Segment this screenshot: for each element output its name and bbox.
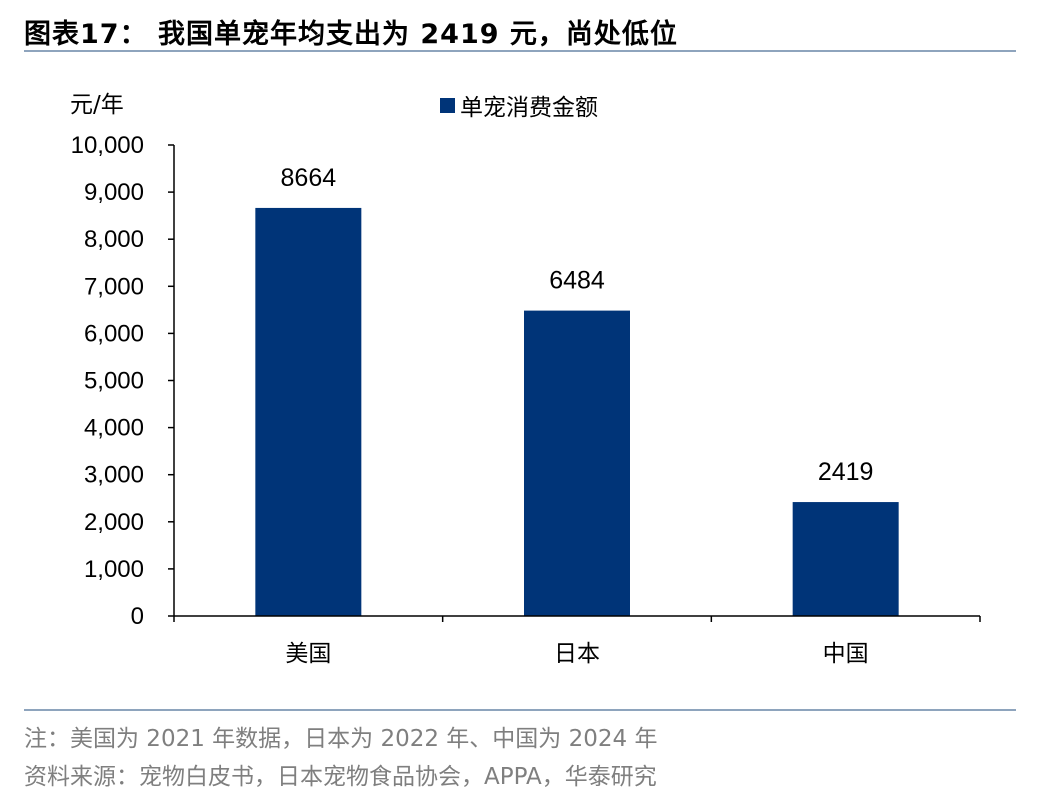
bar-chart: 元/年 单宠消费金额 0 1,000 2,000 3,000 4,000 5,000 6,0… bbox=[70, 92, 981, 667]
y-tick-label: 2,000 bbox=[84, 509, 144, 536]
data-label: 8664 bbox=[281, 164, 337, 192]
y-tick-label: 6,000 bbox=[84, 320, 144, 347]
figure-title: 图表17： 我国单宠年均支出为 2419 元，尚处低位 bbox=[24, 19, 678, 50]
y-tick-label: 1,000 bbox=[84, 556, 144, 583]
data-label: 6484 bbox=[549, 267, 605, 295]
category-label: 美国 bbox=[285, 641, 331, 667]
title-divider bbox=[24, 50, 1016, 52]
y-tick-label: 0 bbox=[131, 603, 144, 630]
category-label: 中国 bbox=[823, 641, 869, 667]
footnote: 注：美国为 2021 年数据，日本为 2022 年、中国为 2024 年 bbox=[24, 726, 658, 752]
y-tick-label: 3,000 bbox=[84, 462, 144, 489]
y-axis-unit: 元/年 bbox=[70, 92, 124, 118]
y-tick-label: 10,000 bbox=[71, 132, 144, 159]
bar-1 bbox=[524, 310, 630, 616]
category-labels: 美国 日本 中国 bbox=[173, 616, 981, 667]
category-label: 日本 bbox=[554, 641, 600, 667]
y-tick-label: 8,000 bbox=[84, 226, 144, 253]
y-axis-ticks: 0 1,000 2,000 3,000 4,000 5,000 6,000 7,000 8,00… bbox=[71, 132, 174, 630]
bar-2 bbox=[792, 502, 899, 616]
data-labels: 8664 6484 2419 bbox=[281, 164, 874, 486]
footer-divider bbox=[24, 709, 1016, 711]
legend-swatch bbox=[440, 98, 455, 113]
legend: 单宠消费金额 bbox=[440, 95, 598, 121]
y-tick-label: 4,000 bbox=[84, 415, 144, 442]
bars bbox=[255, 207, 899, 616]
legend-label: 单宠消费金额 bbox=[460, 95, 598, 121]
source-note: 资料来源：宠物白皮书，日本宠物食品协会，APPA，华泰研究 bbox=[24, 764, 657, 790]
data-label: 2419 bbox=[818, 458, 874, 486]
y-tick-label: 5,000 bbox=[84, 368, 144, 395]
y-tick-label: 9,000 bbox=[84, 179, 144, 206]
bar-0 bbox=[255, 207, 362, 616]
y-tick-label: 7,000 bbox=[84, 273, 144, 300]
